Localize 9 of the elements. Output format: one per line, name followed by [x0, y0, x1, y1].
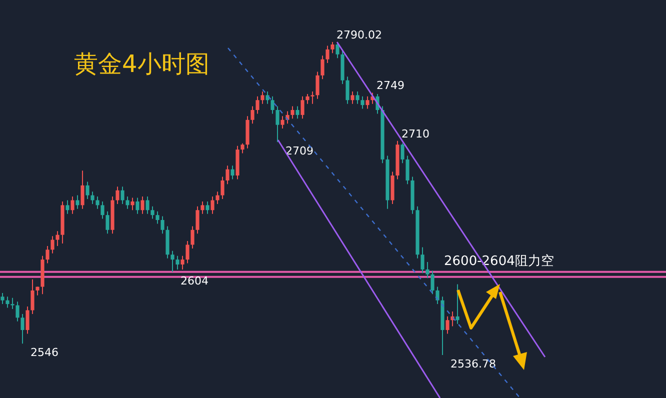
text: 2790.02	[336, 28, 382, 42]
text: 2604	[180, 274, 208, 288]
text: 2749	[376, 79, 404, 92]
text: 黄金4小时图	[74, 49, 210, 80]
text: 2710	[402, 127, 430, 140]
text: 2546	[30, 346, 58, 359]
text: 2709	[286, 144, 314, 158]
text: 2536.78	[450, 357, 496, 370]
candlestick	[310, 91, 314, 104]
